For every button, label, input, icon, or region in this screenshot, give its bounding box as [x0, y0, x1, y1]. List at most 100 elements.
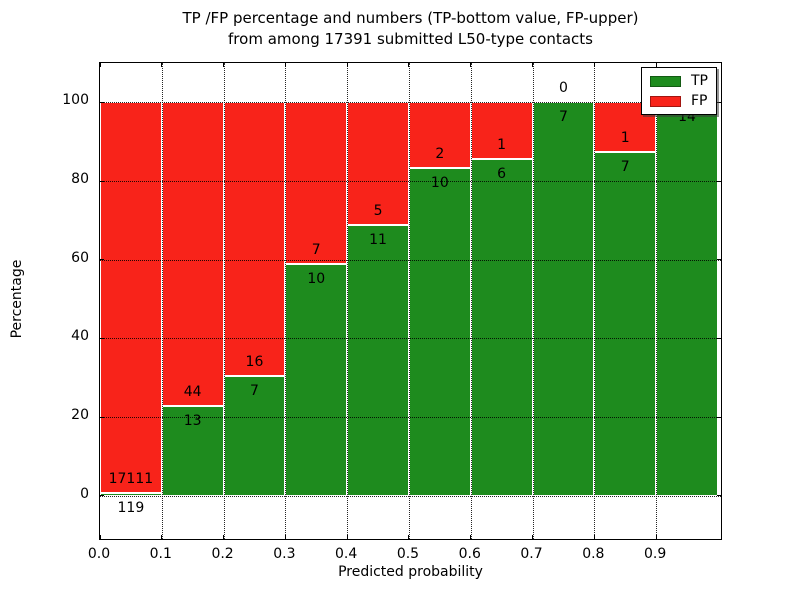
y-tick-mark	[100, 495, 104, 497]
y-tick-label: 0	[80, 485, 89, 502]
x-tick-mark-top	[593, 63, 595, 67]
y-tick-mark-right	[717, 101, 721, 103]
x-gridline	[161, 63, 163, 539]
x-tick-mark	[470, 535, 472, 539]
x-tick-mark	[161, 535, 163, 539]
plot-area: TP FP 171111194413167710511210160717014	[99, 62, 722, 540]
fp-count-label: 16	[245, 354, 264, 370]
x-tick-label: 0.4	[335, 546, 358, 562]
fp-count-label: 7	[311, 242, 321, 259]
y-gridline	[100, 102, 721, 104]
x-gridline	[285, 63, 287, 539]
fp-bar-segment	[100, 102, 162, 493]
tp-color-swatch	[650, 75, 681, 87]
y-gridline	[100, 181, 721, 183]
x-tick-label: 0.5	[396, 546, 420, 562]
tp-count-label: 119	[117, 500, 145, 516]
y-gridline	[100, 338, 721, 340]
fp-bar-segment	[161, 102, 224, 406]
x-tick-mark	[593, 535, 595, 539]
x-gridline	[408, 63, 410, 539]
legend: TP FP	[641, 67, 717, 115]
x-tick-mark	[408, 535, 410, 539]
x-gridline	[656, 63, 658, 539]
x-tick-label: 0.3	[273, 546, 296, 562]
x-tick-mark-top	[223, 63, 225, 67]
fp-count-label: 1	[620, 129, 630, 146]
legend-label-tp: TP	[691, 73, 708, 89]
tp-count-label: 7	[558, 109, 568, 126]
legend-item-fp: FP	[650, 94, 708, 108]
legend-item-tp: TP	[650, 74, 708, 88]
x-tick-mark-top	[99, 63, 101, 67]
y-tick-mark	[100, 180, 104, 182]
tp-bar-segment	[594, 151, 657, 496]
x-tick-label: 0.0	[87, 546, 111, 562]
x-tick-mark-top	[161, 63, 163, 67]
x-gridline	[223, 63, 225, 539]
x-tick-mark-top	[284, 63, 286, 67]
fp-bar-segment	[408, 102, 471, 168]
y-tick-mark	[100, 416, 104, 418]
fp-count-label: 44	[183, 384, 202, 400]
tp-count-label: 7	[250, 383, 259, 399]
tp-bar-segment	[285, 264, 348, 496]
y-axis-label: Percentage	[9, 259, 25, 339]
x-tick-mark-top	[532, 63, 534, 67]
tp-count-label: 6	[497, 165, 507, 182]
y-tick-mark	[100, 337, 104, 339]
y-gridline	[100, 259, 721, 261]
y-tick-label: 20	[71, 407, 89, 424]
x-tick-mark-top	[470, 63, 472, 67]
legend-label-fp: FP	[691, 93, 708, 109]
y-tick-mark	[100, 259, 104, 261]
x-tick-mark-top	[346, 63, 348, 67]
x-tick-mark	[284, 535, 286, 539]
x-axis-label: Predicted probability	[338, 564, 483, 580]
x-gridline	[470, 63, 472, 539]
tp-count-label: 11	[369, 232, 387, 249]
tp-count-label: 13	[183, 413, 202, 429]
tp-bar-segment	[470, 158, 533, 496]
y-tick-label: 60	[71, 249, 89, 266]
y-tick-label: 80	[71, 171, 89, 188]
tp-bar-segment	[100, 493, 162, 496]
tp-bar-segment	[347, 225, 409, 496]
tp-bar-segment	[532, 102, 595, 496]
tp-count-label: 10	[307, 271, 326, 288]
y-gridline	[100, 417, 721, 419]
y-tick-mark-right	[717, 259, 721, 261]
x-tick-mark	[223, 535, 225, 539]
x-gridline	[594, 63, 596, 539]
x-tick-label: 0.7	[520, 546, 543, 562]
x-tick-mark-top	[408, 63, 410, 67]
x-tick-mark-top	[655, 63, 657, 67]
fp-count-label: 0	[558, 80, 568, 97]
chart-title: TP /FP percentage and numbers (TP-bottom…	[99, 8, 722, 50]
tp-bar-segment	[161, 406, 224, 496]
y-tick-mark-right	[717, 416, 721, 418]
fp-count-label: 5	[373, 203, 383, 220]
x-tick-mark	[532, 535, 534, 539]
tp-bar-segment	[408, 167, 471, 496]
x-tick-label: 0.9	[643, 546, 667, 562]
x-gridline	[347, 63, 349, 539]
y-tick-label: 40	[71, 328, 89, 345]
x-tick-label: 0.1	[149, 546, 172, 562]
fp-color-swatch	[650, 95, 681, 107]
x-tick-mark	[655, 535, 657, 539]
tp-bar-segment	[656, 102, 718, 496]
x-tick-mark	[99, 535, 101, 539]
x-tick-label: 0.6	[458, 546, 481, 562]
fp-count-label: 17111	[108, 471, 154, 487]
fp-count-label: 1	[497, 136, 507, 153]
x-gridline	[532, 63, 534, 539]
fp-count-label: 2	[435, 145, 445, 162]
y-tick-mark-right	[717, 180, 721, 182]
x-tick-mark	[346, 535, 348, 539]
y-tick-mark-right	[717, 337, 721, 339]
tp-count-label: 10	[430, 174, 449, 191]
fp-bar-segment	[285, 102, 348, 265]
chart-title-line-1: TP /FP percentage and numbers (TP-bottom…	[182, 9, 639, 27]
